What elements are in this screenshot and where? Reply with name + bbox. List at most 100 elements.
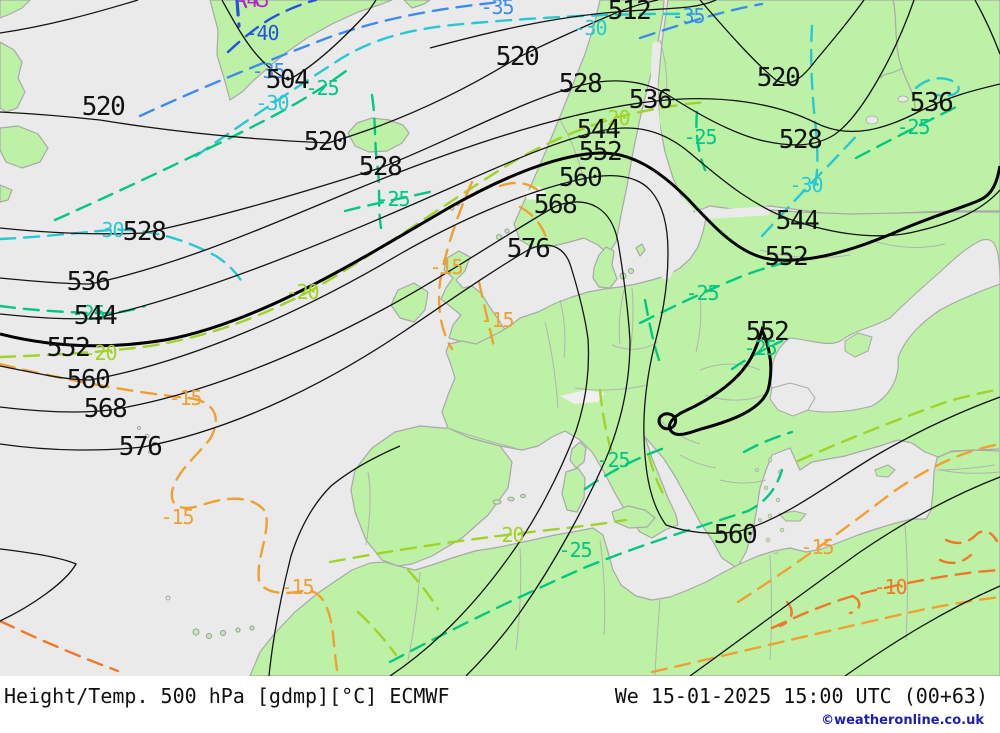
island-cyprus <box>874 464 896 478</box>
height-contour-584 <box>268 445 401 676</box>
height-contour-584-west <box>0 548 77 622</box>
contour-labels-layer: -45 -40 -35 -35 -35 -30 -30 -30 -30 -25 -25 -25 -25 -… <box>47 0 954 599</box>
map-valid-time: We 15-01-2025 15:00 UTC (00+63) <box>614 684 988 708</box>
temp-contour-label: -10 <box>873 575 906 599</box>
weather-map: -45 -40 -35 -35 -35 -30 -30 -30 -30 -25 -25 -25 -25 -… <box>0 0 1000 676</box>
sea-layer <box>137 0 1000 601</box>
temp-contour-label: -15 <box>480 308 513 332</box>
height-contour-label: 568 <box>84 394 126 424</box>
island-sardinia <box>561 467 586 513</box>
height-contour-ne-corner <box>974 0 1000 55</box>
land-greenland-e <box>403 0 431 9</box>
height-contour-560 <box>0 175 1000 534</box>
temp-contour-label: -35 <box>671 4 704 28</box>
temp-contour-label: -25 <box>305 76 338 100</box>
land-iceland <box>347 117 410 153</box>
white-sea-coast <box>892 0 916 111</box>
temp-contour-label: -15 <box>800 535 833 559</box>
temp-contour-label: -30 <box>789 173 822 197</box>
land-africa <box>249 449 1000 676</box>
height-contour-536 <box>0 83 1000 285</box>
island-corsica <box>569 441 587 469</box>
temp-contour-label: -20 <box>83 341 116 365</box>
black-sea <box>770 238 1000 413</box>
temp-contour-minus35 <box>138 0 764 118</box>
island-gotland <box>635 243 646 257</box>
temp-contour-label: -25 <box>743 336 776 360</box>
island-canary-5 <box>249 625 255 631</box>
height-contour-label: 568 <box>534 190 576 220</box>
land-labrador <box>0 41 26 113</box>
island-sicily <box>611 505 656 529</box>
land-ireland <box>390 282 429 323</box>
temp-contour-label: -15 <box>160 505 193 529</box>
gulf-of-finland <box>693 206 771 220</box>
height-contour-552-low-loop <box>668 325 773 436</box>
height-contour-528 <box>0 0 915 235</box>
temp-contour-label: -35 <box>251 59 284 83</box>
copyright-link[interactable]: ©weatheronline.co.uk <box>821 713 984 728</box>
map-area: -45 -40 -35 -35 -35 -30 -30 -30 -30 -25 -25 -25 -25 -… <box>0 0 1000 676</box>
alps-highlands <box>560 390 605 404</box>
height-contour-label: 576 <box>119 432 161 462</box>
temp-contour-label: -25 <box>596 448 629 472</box>
temp-contour-minus45 <box>241 0 260 9</box>
land-newfoundland <box>0 125 49 169</box>
island-madeira <box>165 595 171 601</box>
height-contour-label: 520 <box>757 63 799 93</box>
temp-contour-label: -25 <box>558 538 591 562</box>
height-contour-label: 552 <box>746 317 788 347</box>
borders-layer <box>365 39 1000 676</box>
height-contour-520-ne <box>699 0 865 84</box>
lake-ladoga <box>865 115 879 125</box>
land-denmark <box>592 246 618 289</box>
height-contour-label: 560 <box>559 163 601 193</box>
height-contour-label: 560 <box>67 365 109 395</box>
temp-contour-label: -30 <box>255 91 288 115</box>
land-ns <box>0 184 13 203</box>
height-contour-label: 544 <box>74 301 117 331</box>
height-contour-576 <box>0 244 590 676</box>
temp-contour-label: -20 <box>490 523 523 547</box>
aegean-islands <box>755 457 785 555</box>
height-contour-504 <box>221 0 377 81</box>
temp-contour-label: -40 <box>245 21 278 45</box>
island-mallorca <box>492 499 502 505</box>
height-contour-label: 544 <box>577 115 620 145</box>
temp-contour-label: -30 <box>573 16 606 40</box>
temp-contour-label: -25 <box>896 115 929 139</box>
status-bar: Height/Temp. 500 hPa [gdmp][°C] ECMWF We… <box>0 676 1000 733</box>
island-canary-4 <box>235 627 241 633</box>
land-canada <box>0 0 31 19</box>
height-contour-label: 520 <box>304 127 346 157</box>
height-contour-label: 512 <box>608 0 650 26</box>
map-title: Height/Temp. 500 hPa [gdmp][°C] ECMWF <box>4 684 450 708</box>
island-canary-3 <box>219 629 227 637</box>
temp-contour-label: -35 <box>480 0 513 19</box>
lake-onega <box>897 95 909 103</box>
temp-contour-label: -15 <box>429 255 462 279</box>
height-contour-label: 520 <box>496 42 538 72</box>
height-contour-label: 560 <box>714 520 756 550</box>
temp-contour-label: -15 <box>168 386 201 410</box>
height-contour-576-south <box>844 585 1000 676</box>
temp-contour-label: -30 <box>90 218 123 242</box>
temp-contour-minus25 <box>0 66 960 664</box>
island-ibiza <box>519 493 527 499</box>
sea-of-marmara <box>769 382 816 417</box>
height-contour-552-bold <box>0 151 1000 348</box>
island-menorca <box>507 496 515 502</box>
land-greenland <box>209 0 393 101</box>
temp-contour-minus40 <box>226 0 318 54</box>
height-contour-label: 528 <box>123 217 165 247</box>
height-contour-label: 528 <box>359 152 401 182</box>
height-contour-520 <box>0 0 659 144</box>
height-contour-label: 544 <box>776 206 819 236</box>
temp-contour-label: -20 <box>596 106 629 130</box>
temp-contour-label: -15 <box>280 575 313 599</box>
gulf-of-bothnia <box>650 41 694 214</box>
height-contour-label: 552 <box>47 333 89 363</box>
height-contour-label: 552 <box>765 242 807 272</box>
height-contour-label: 552 <box>579 137 621 167</box>
